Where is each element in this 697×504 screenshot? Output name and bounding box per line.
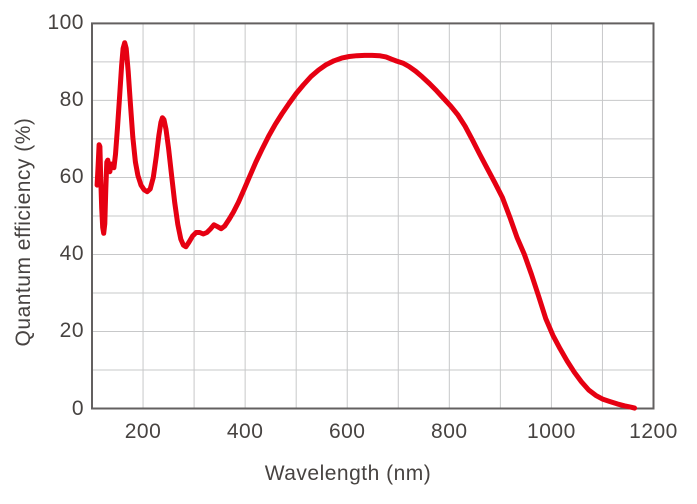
x-tick-label: 200 — [124, 420, 162, 443]
x-tick-label: 400 — [226, 420, 264, 443]
x-axis-title: Wavelength (nm) — [264, 462, 432, 485]
x-tick-label: 800 — [431, 420, 468, 443]
y-tick-label: 80 — [59, 88, 84, 112]
y-tick-label: 20 — [59, 319, 84, 343]
y-tick-label: 60 — [59, 165, 84, 189]
plot-border — [91, 22, 655, 410]
y-tick-label: 40 — [59, 242, 84, 266]
x-tick-label: 600 — [328, 420, 366, 443]
qe-curve — [94, 40, 638, 411]
y-axis-title: Quantum efficiency (%) — [12, 117, 35, 347]
x-tick-label: 1000 — [527, 420, 576, 443]
y-tick-label: 100 — [47, 11, 84, 35]
y-tick-label: 0 — [71, 396, 84, 420]
x-tick-label: 1200 — [629, 420, 678, 443]
